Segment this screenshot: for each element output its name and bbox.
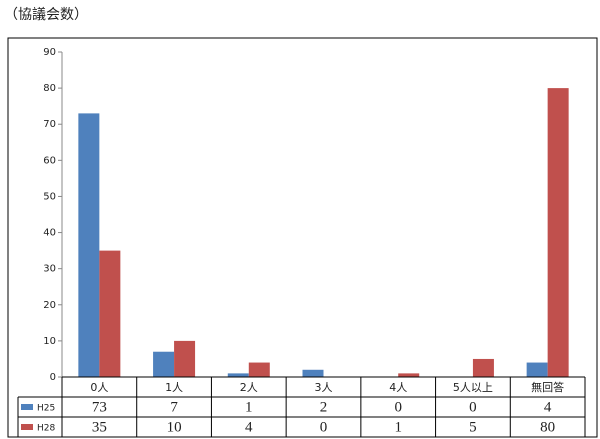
table-value: 35 (92, 419, 107, 435)
y-tick-label: 10 (43, 336, 56, 347)
bar (547, 88, 569, 377)
y-tick-label: 0 (50, 372, 56, 383)
x-tick-label: 0人 (90, 381, 108, 394)
legend-swatch (21, 424, 33, 430)
table-value: 73 (92, 399, 107, 415)
legend-label: H25 (37, 404, 55, 414)
x-tick-label: 2人 (240, 381, 258, 394)
table-value: 0 (394, 399, 402, 415)
bar (99, 250, 121, 377)
bar (174, 340, 196, 377)
bar (472, 358, 494, 377)
table-value: 7 (170, 399, 178, 415)
bar (248, 362, 270, 377)
bar (153, 351, 175, 377)
y-tick-label: 60 (43, 155, 56, 166)
x-tick-label: 3人 (315, 381, 333, 394)
bar (526, 362, 548, 377)
y-tick-label: 70 (43, 119, 56, 130)
legend-label: H28 (37, 424, 55, 434)
chart-title: （協議会数） (4, 6, 88, 23)
x-tick-label: 5人以上 (453, 381, 493, 394)
y-tick-label: 40 (43, 228, 56, 239)
table-value: 5 (469, 419, 477, 435)
legend-swatch (21, 404, 33, 410)
bar (398, 373, 420, 377)
table-value: 0 (469, 399, 477, 415)
table-value: 0 (320, 419, 328, 435)
table-value: 10 (167, 419, 182, 435)
table-value: 80 (540, 419, 555, 435)
y-tick-label: 50 (43, 191, 56, 202)
bar (78, 113, 100, 377)
y-tick-label: 30 (43, 264, 56, 275)
y-tick-label: 90 (43, 47, 56, 58)
table-value: 2 (320, 399, 328, 415)
table-value: 1 (394, 419, 402, 435)
table-value: 4 (245, 419, 253, 435)
x-tick-label: 1人 (165, 381, 183, 394)
x-tick-label: 無回答 (531, 380, 564, 394)
y-tick-label: 80 (43, 83, 56, 94)
table-value: 1 (245, 399, 253, 415)
y-tick-label: 20 (43, 300, 56, 311)
bar (302, 369, 324, 377)
x-tick-label: 4人 (389, 381, 407, 394)
bar (227, 373, 249, 377)
table-value: 4 (544, 399, 552, 415)
